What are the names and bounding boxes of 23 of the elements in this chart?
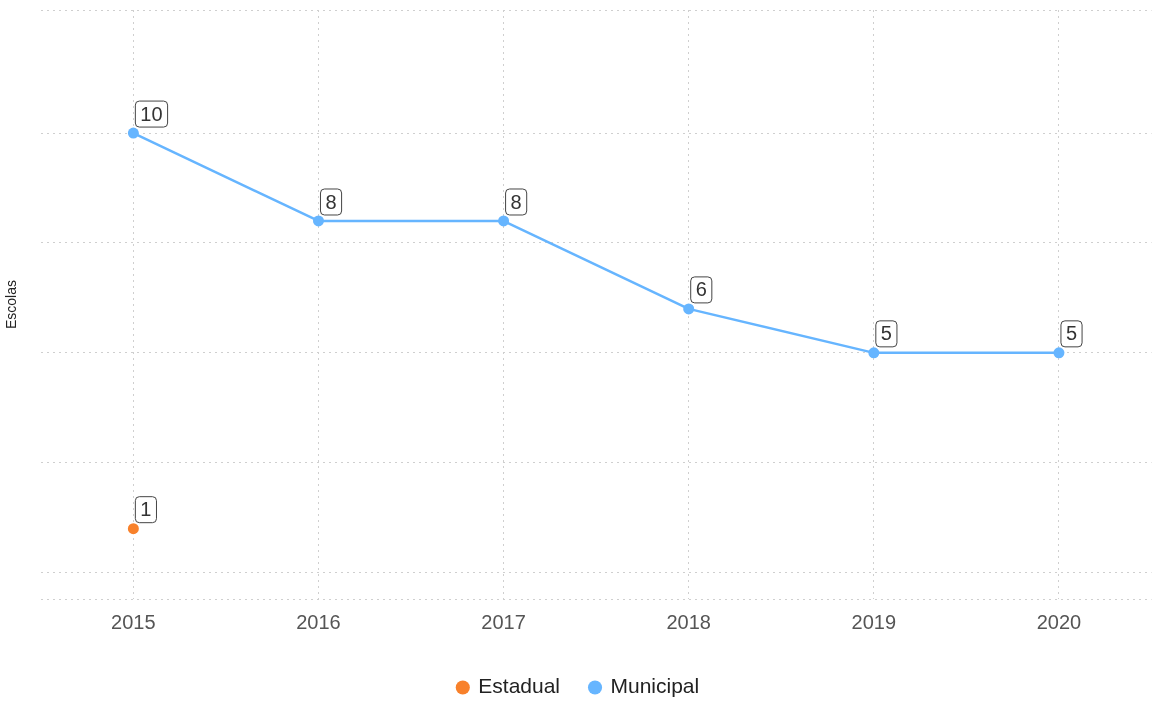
data-label: 5	[1065, 322, 1078, 345]
data-label: 8	[325, 190, 337, 213]
point	[127, 127, 139, 139]
data-label: 8	[510, 190, 522, 213]
point	[1053, 347, 1065, 359]
x-tick-label: 2020	[1036, 610, 1082, 633]
point	[683, 303, 695, 315]
data-label: 5	[880, 322, 892, 345]
point	[127, 523, 139, 535]
point	[868, 347, 880, 359]
x-tick-label: 2015	[111, 610, 156, 633]
x-tick-label: 2019	[851, 610, 897, 633]
y-axis-title: Escolas	[3, 279, 20, 330]
x-tick-label: 2016	[296, 610, 341, 633]
data-label: 10	[140, 102, 163, 125]
point	[498, 215, 510, 227]
point	[312, 215, 324, 227]
x-tick-label: 2017	[481, 610, 526, 633]
data-label: 1	[140, 498, 152, 521]
legend-label: Estadual	[478, 674, 561, 698]
legend-label: Municipal	[610, 674, 700, 698]
data-label: 6	[695, 278, 707, 301]
x-tick-label: 2018	[666, 610, 711, 633]
